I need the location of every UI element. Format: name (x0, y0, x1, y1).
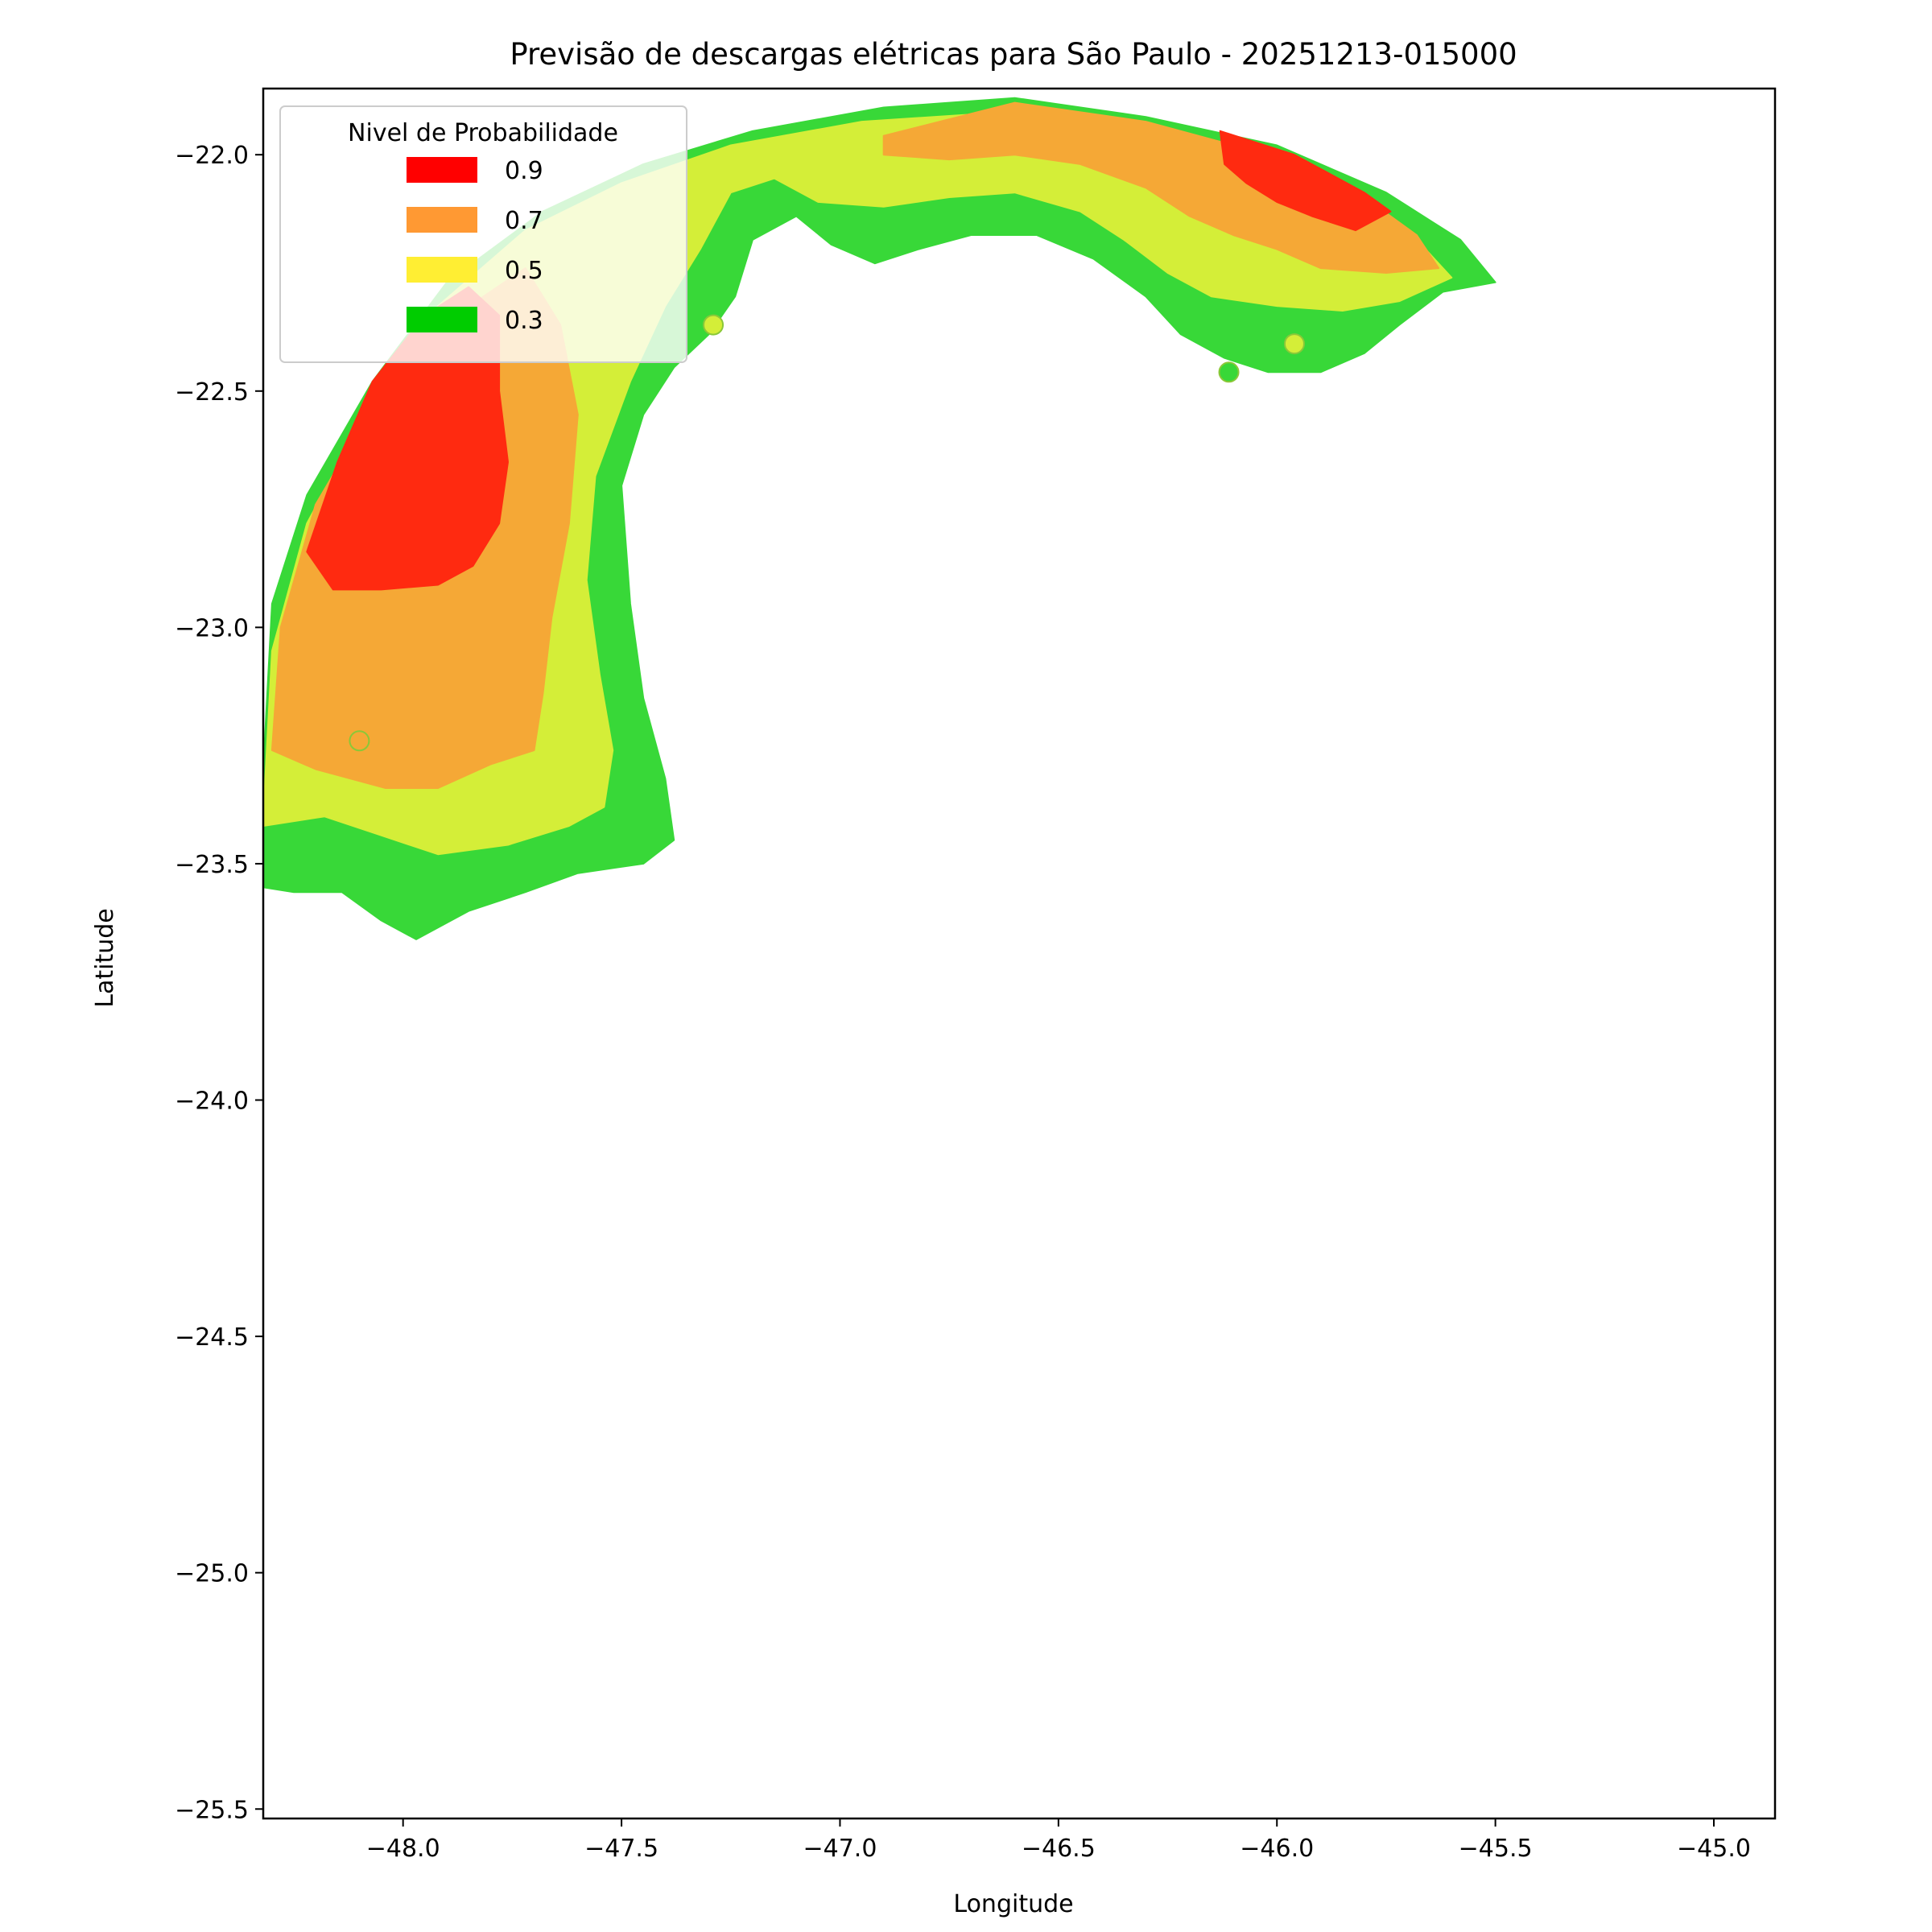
legend: Nivel de Probabilidade 0.9 0.7 0.5 0.3 (279, 105, 687, 363)
legend-swatch-0-5 (407, 257, 477, 283)
x-tick-label: −47.5 (584, 1835, 658, 1863)
probability-cell-0-5 (703, 314, 724, 336)
legend-label: 0.7 (505, 207, 543, 235)
y-tick-label: −23.5 (175, 851, 249, 879)
chart-title: Previsão de descargas elétricas para São… (510, 37, 1517, 72)
legend-label: 0.3 (505, 307, 543, 335)
y-axis-label: Latitude (91, 908, 119, 1007)
x-axis: −48.0 −47.5 −47.0 −46.5 −46.0 −45.5 −45.0 (366, 1818, 1751, 1863)
plot-frame (262, 87, 1777, 1820)
x-tick-label: −45.0 (1677, 1835, 1751, 1863)
probability-cell-0-3 (1218, 361, 1240, 383)
y-tick-label: −22.5 (175, 378, 249, 407)
x-axis-label: Longitude (953, 1890, 1073, 1918)
probability-region-0-9 (1219, 130, 1392, 232)
legend-swatch-0-3 (407, 307, 477, 332)
y-tick-label: −24.0 (175, 1088, 249, 1116)
y-tick-label: −22.0 (175, 142, 249, 170)
legend-label: 0.9 (505, 157, 543, 185)
x-tick-label: −45.5 (1459, 1835, 1533, 1863)
y-tick-label: −23.0 (175, 614, 249, 642)
legend-swatch-0-9 (407, 157, 477, 183)
probability-cell-0-7 (349, 730, 370, 752)
x-tick-label: −46.5 (1022, 1835, 1096, 1863)
legend-frame (279, 105, 687, 363)
y-axis: −22.0 −22.5 −23.0 −23.5 −24.0 −24.5 −25.0 −25.5 (175, 142, 263, 1824)
x-tick-label: −47.0 (803, 1835, 877, 1863)
x-tick-label: −48.0 (366, 1835, 440, 1863)
y-tick-label: −25.0 (175, 1560, 249, 1588)
y-tick-label: −25.5 (175, 1796, 249, 1824)
legend-label: 0.5 (505, 257, 543, 285)
legend-swatch-0-7 (407, 207, 477, 233)
probability-cell-0-5 (1283, 333, 1305, 355)
x-tick-label: −46.0 (1240, 1835, 1314, 1863)
y-tick-label: −24.5 (175, 1323, 249, 1352)
legend-title: Nivel de Probabilidade (348, 119, 618, 147)
